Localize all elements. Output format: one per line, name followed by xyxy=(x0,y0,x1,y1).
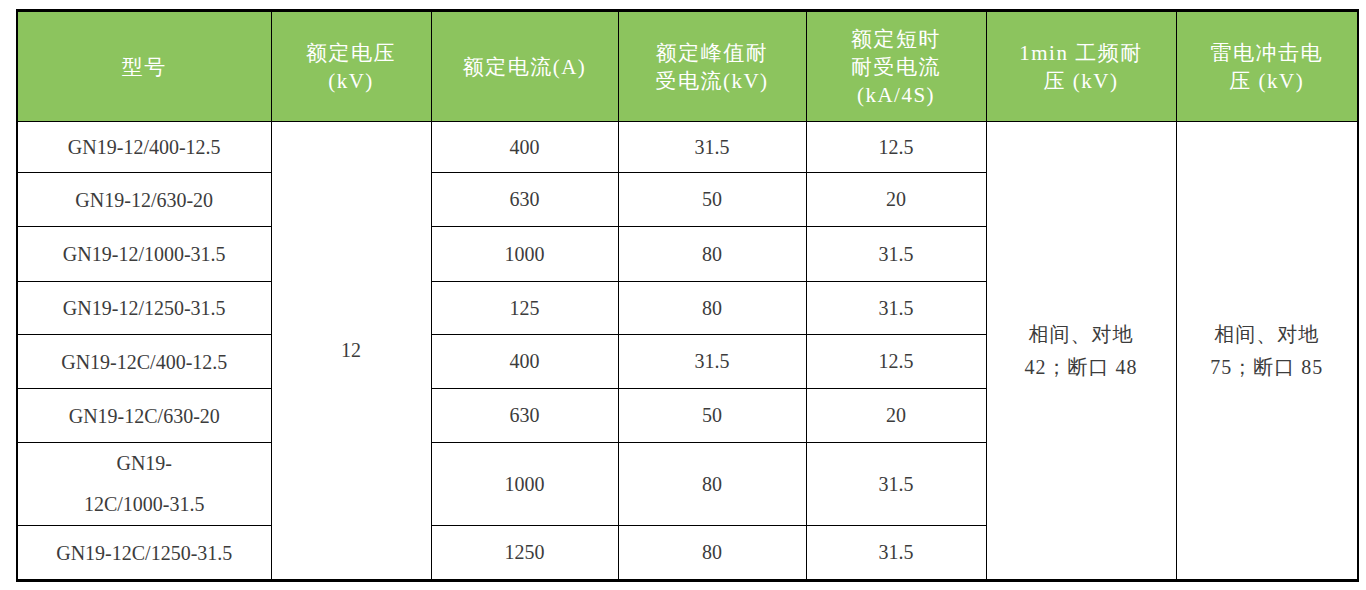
model-cell: GN19-12C/1250-31.5 xyxy=(17,526,271,581)
rated-current-cell: 400 xyxy=(431,335,618,389)
header-line: 受电流(kV) xyxy=(619,67,806,95)
model-text: GN19- xyxy=(18,443,271,484)
header-line: 额定电流(A) xyxy=(432,53,618,81)
model-text: GN19-12/1000-31.5 xyxy=(18,241,271,267)
header-power-frequency-withstand-voltage: 1min 工频耐 压 (kV) xyxy=(986,11,1176,122)
rated-voltage-merged-cell: 12 xyxy=(271,122,431,581)
short-time-withstand-cell: 12.5 xyxy=(806,335,986,389)
model-text: GN19-12C/1250-31.5 xyxy=(18,540,271,566)
model-text: 12C/1000-31.5 xyxy=(18,484,271,525)
model-cell: GN19-12/630-20 xyxy=(17,173,271,227)
model-text: GN19-12C/400-12.5 xyxy=(18,349,271,375)
header-peak-withstand-current: 额定峰值耐 受电流(kV) xyxy=(618,11,806,122)
peak-withstand-cell: 50 xyxy=(618,389,806,443)
model-cell: GN19- 12C/1000-31.5 xyxy=(17,443,271,526)
short-time-withstand-cell: 31.5 xyxy=(806,443,986,526)
header-line: 型号 xyxy=(18,53,271,81)
header-line: 额定电压 xyxy=(272,39,431,67)
model-text: GN19-12/1250-31.5 xyxy=(18,295,271,321)
header-line: 压 (kV) xyxy=(987,67,1176,95)
peak-withstand-cell: 50 xyxy=(618,173,806,227)
model-cell: GN19-12C/400-12.5 xyxy=(17,335,271,389)
withstand-text-line: 相间、对地 xyxy=(987,318,1176,351)
rated-current-cell: 125 xyxy=(431,282,618,335)
model-text: GN19-12/400-12.5 xyxy=(18,134,271,160)
table-row: GN19-12/400-12.5 12 400 31.5 12.5 相间、对地 … xyxy=(17,122,1358,173)
model-cell: GN19-12/1250-31.5 xyxy=(17,282,271,335)
lightning-impulse-merged-cell: 相间、对地 75；断口 85 xyxy=(1176,122,1358,581)
peak-withstand-cell: 31.5 xyxy=(618,335,806,389)
rated-current-cell: 1000 xyxy=(431,227,618,282)
short-time-withstand-cell: 12.5 xyxy=(806,122,986,173)
header-line: 额定短时 xyxy=(807,25,986,53)
peak-withstand-cell: 80 xyxy=(618,526,806,581)
header-model: 型号 xyxy=(17,11,271,122)
rated-current-cell: 1250 xyxy=(431,526,618,581)
short-time-withstand-cell: 31.5 xyxy=(806,282,986,335)
short-time-withstand-cell: 31.5 xyxy=(806,526,986,581)
header-rated-current: 额定电流(A) xyxy=(431,11,618,122)
peak-withstand-cell: 80 xyxy=(618,443,806,526)
power-frequency-merged-cell: 相间、对地 42；断口 48 xyxy=(986,122,1176,581)
header-short-time-withstand-current: 额定短时 耐受电流 (kA/4S) xyxy=(806,11,986,122)
model-cell: GN19-12C/630-20 xyxy=(17,389,271,443)
rated-current-cell: 630 xyxy=(431,173,618,227)
model-cell: GN19-12/400-12.5 xyxy=(17,122,271,173)
spec-table: 型号 额定电压 (kV) 额定电流(A) 额定峰值耐 受电流(kV) 额定短时 … xyxy=(16,9,1359,582)
rated-current-cell: 400 xyxy=(431,122,618,173)
withstand-text-line: 42；断口 48 xyxy=(987,351,1176,384)
header-line: 压 (kV) xyxy=(1177,67,1358,95)
header-line: 额定峰值耐 xyxy=(619,39,806,67)
page: 型号 额定电压 (kV) 额定电流(A) 额定峰值耐 受电流(kV) 额定短时 … xyxy=(0,0,1366,590)
withstand-text-line: 75；断口 85 xyxy=(1177,351,1358,384)
model-cell: GN19-12/1000-31.5 xyxy=(17,227,271,282)
withstand-text-line: 相间、对地 xyxy=(1177,318,1358,351)
peak-withstand-cell: 31.5 xyxy=(618,122,806,173)
header-line: (kV) xyxy=(272,67,431,95)
short-time-withstand-cell: 31.5 xyxy=(806,227,986,282)
rated-current-cell: 630 xyxy=(431,389,618,443)
peak-withstand-cell: 80 xyxy=(618,227,806,282)
rated-current-cell: 1000 xyxy=(431,443,618,526)
short-time-withstand-cell: 20 xyxy=(806,173,986,227)
short-time-withstand-cell: 20 xyxy=(806,389,986,443)
peak-withstand-cell: 80 xyxy=(618,282,806,335)
header-line: 耐受电流 xyxy=(807,53,986,81)
header-line: (kA/4S) xyxy=(807,81,986,109)
header-line: 雷电冲击电 xyxy=(1177,39,1358,67)
header-rated-voltage: 额定电压 (kV) xyxy=(271,11,431,122)
header-line: 1min 工频耐 xyxy=(987,39,1176,67)
header-row: 型号 额定电压 (kV) 额定电流(A) 额定峰值耐 受电流(kV) 额定短时 … xyxy=(17,11,1358,122)
header-lightning-impulse-voltage: 雷电冲击电 压 (kV) xyxy=(1176,11,1358,122)
model-text: GN19-12C/630-20 xyxy=(18,403,271,429)
model-text: GN19-12/630-20 xyxy=(18,187,271,213)
